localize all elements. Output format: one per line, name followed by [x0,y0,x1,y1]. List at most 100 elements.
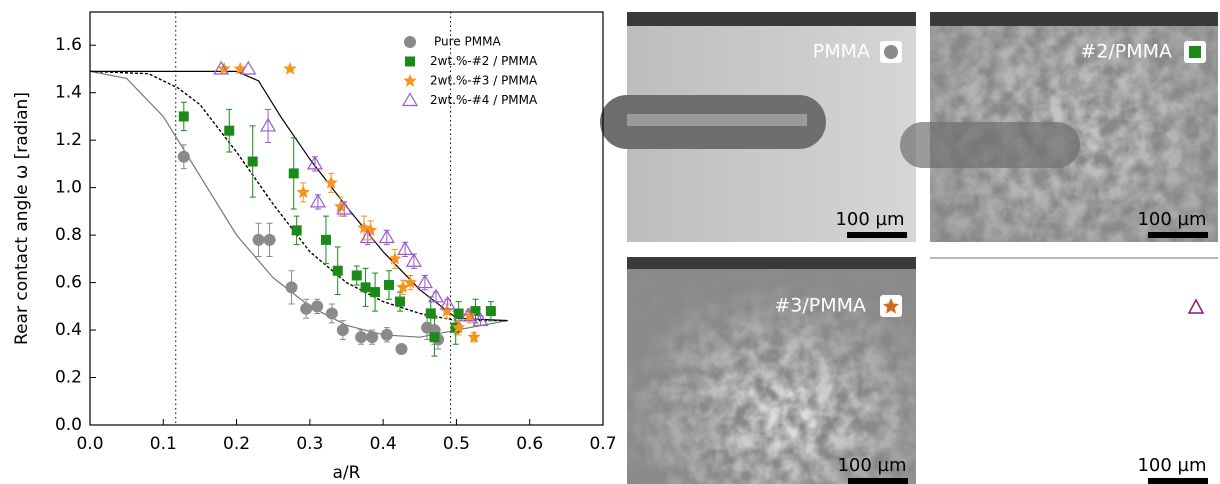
legend-marker [403,74,417,87]
point [485,306,496,317]
y-tick-label: 0.0 [55,415,82,435]
chart: 0.0 0.1 0.2 0.3 0.4 0.5 0.6 0.7 0.0 0.2 0.4 0.6 0.8 1… [12,11,617,483]
point [397,241,414,255]
x-tick-label: 0.4 [370,434,397,454]
point [403,275,417,289]
scale-bar [848,478,908,484]
legend-marker [405,56,415,67]
scale-label: 100 µm [1137,209,1206,230]
point [306,155,324,170]
point [247,156,258,167]
panel-texture [627,257,916,484]
legend-label: Pure PMMA [434,35,501,49]
point [427,288,444,303]
x-tick-label: 0.7 [589,434,616,454]
point [177,150,190,163]
point [311,300,324,313]
legend-label: 2wt.%-#3 / PMMA [430,74,538,88]
y-tick-label: 0.8 [55,225,82,245]
needle [900,122,1080,168]
point [395,343,408,356]
scale-bar [1148,478,1208,484]
panel-label: #3/PMMA [774,295,866,317]
point [260,117,277,132]
point [452,320,466,334]
point [252,233,265,246]
y-tick-label: 1.2 [55,130,82,150]
y-tick-label: 0.4 [55,320,82,340]
point [463,308,477,322]
point [370,287,381,298]
point [388,251,402,265]
x-tick-label: 0.6 [516,434,543,454]
icon-marker [883,298,899,314]
legend-label: 2wt.%-#4 / PMMA [430,93,538,107]
y-axis-label: Rear contact angle ω [radian] [12,92,32,345]
point [380,328,393,341]
point [384,279,395,290]
point [394,296,405,307]
plot-frame [89,11,604,426]
point [439,295,456,310]
point [320,234,331,245]
needle-core [627,114,807,126]
legend: Pure PMMA 2wt.%-#2 / PMMA 2wt.%-#3 / PMMA 2… [401,35,538,107]
error-bar [265,108,272,144]
image-panel: #3/PMMA 100 µm [627,257,916,484]
point [378,229,395,244]
point [336,200,353,215]
point [360,282,371,293]
point [355,331,368,344]
point [425,308,436,319]
image-panel: 100 µm [930,257,1218,484]
point [213,60,230,75]
point [217,62,231,75]
legend-marker [401,92,419,107]
point [263,233,276,246]
fit-line [89,70,508,338]
icon-marker [1187,298,1205,314]
point [309,193,326,208]
scale-label: 100 µm [1137,455,1206,476]
point [351,270,362,281]
point [416,274,433,289]
scale-label: 100 µm [837,455,906,476]
point [224,125,235,136]
point [429,332,440,343]
icon-marker [1189,46,1201,58]
point [467,330,481,343]
x-tick-label: 0.0 [76,434,103,454]
panel-label: PMMA [813,41,870,63]
point [470,306,481,317]
point [300,302,313,315]
point [366,331,379,344]
point [291,225,302,236]
point [325,307,338,320]
point [334,199,348,213]
point [453,308,464,319]
legend-label: 2wt.%-#2 / PMMA [430,54,538,68]
scale-bar [1148,232,1208,238]
point [233,62,247,75]
point [359,229,376,244]
point [472,312,489,327]
y-tick-label: 1.4 [55,83,82,103]
point [240,60,257,75]
point [336,324,349,337]
image-panel: #2/PMMA 100 µm [900,12,1218,242]
x-axis-label: a/R [333,463,361,483]
x-tick-label: 0.3 [296,434,323,454]
panel-header [627,12,916,26]
fit-line [90,70,508,322]
y-tick-label: 0.6 [55,273,82,293]
x-tick-label: 0.5 [443,434,470,454]
panel-header [627,257,916,269]
point [324,175,338,189]
point [178,111,189,122]
point [288,168,299,179]
x-tick-label: 0.1 [150,434,177,454]
scale-bar [847,232,907,238]
point [405,253,422,267]
fit-line [89,70,508,322]
